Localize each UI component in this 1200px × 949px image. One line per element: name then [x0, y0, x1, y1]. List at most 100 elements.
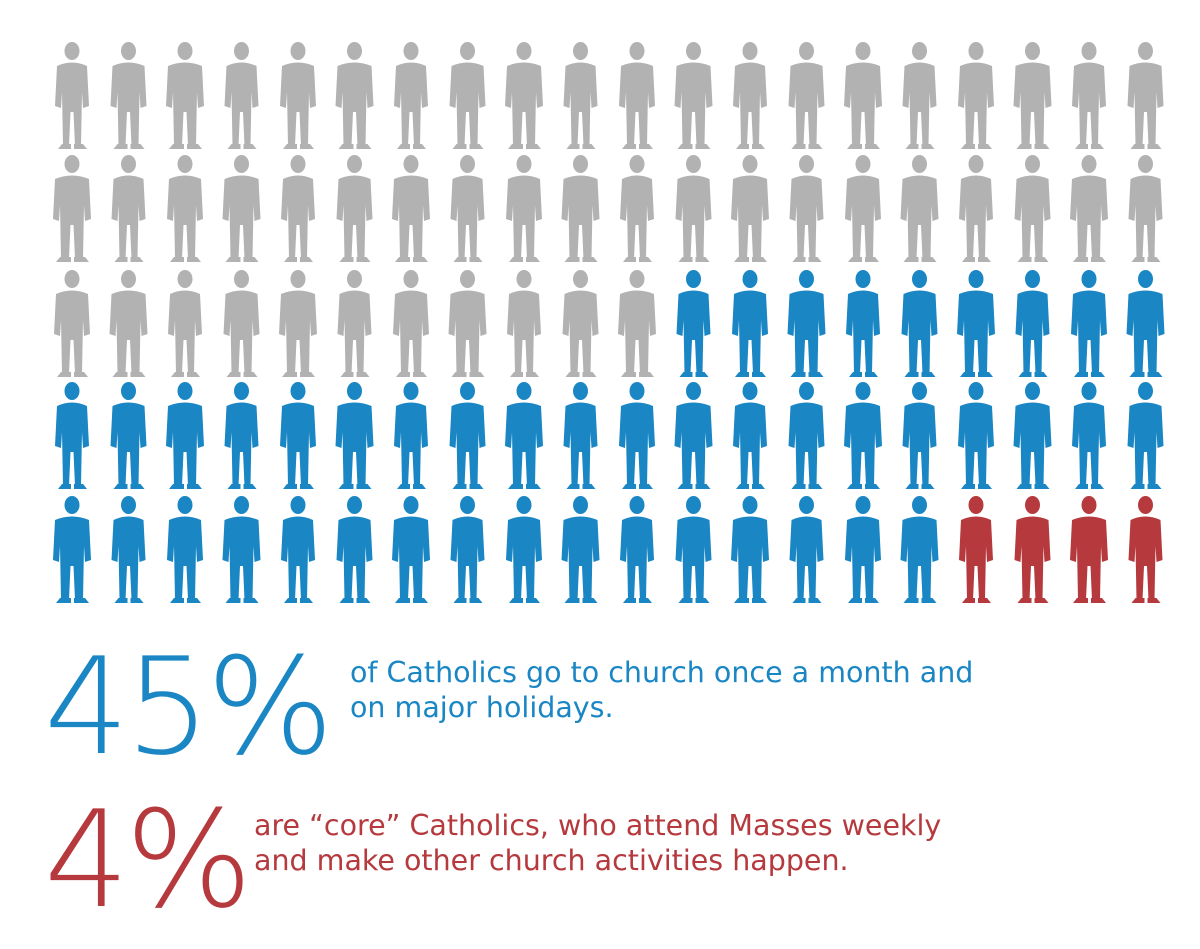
person-icon	[1070, 155, 1108, 262]
person-icon	[167, 496, 203, 603]
person-icon	[675, 496, 712, 603]
person-icon	[168, 270, 202, 377]
person-icon	[674, 382, 713, 489]
person-icon	[280, 42, 316, 149]
person-icon	[1015, 270, 1050, 377]
person-icon	[1127, 42, 1164, 149]
person-icon	[846, 270, 880, 377]
person-icon	[1128, 496, 1163, 603]
person-icon	[1014, 496, 1051, 603]
person-icon	[1072, 42, 1106, 149]
person-icon	[619, 382, 655, 489]
person-icon	[167, 155, 203, 262]
person-icon	[674, 42, 713, 149]
person-icon	[450, 496, 485, 603]
person-icon	[281, 496, 315, 603]
person-icon	[53, 155, 91, 262]
person-icon	[224, 42, 259, 149]
person-icon	[620, 155, 654, 262]
person-icon	[562, 270, 599, 377]
person-icon	[561, 496, 600, 603]
person-icon	[732, 270, 768, 377]
person-icon	[166, 42, 204, 149]
stat-core-value: 4%	[44, 782, 253, 938]
person-icon	[561, 155, 600, 262]
person-icon	[335, 382, 374, 489]
person-icon	[788, 382, 825, 489]
person-icon	[1126, 270, 1165, 377]
person-icon	[280, 382, 316, 489]
person-icon	[959, 155, 993, 262]
person-icon	[279, 270, 317, 377]
person-icon	[844, 382, 882, 489]
person-icon	[55, 382, 89, 489]
person-icon	[957, 270, 995, 377]
person-icon	[789, 496, 824, 603]
person-icon	[281, 155, 315, 262]
stat-core-caption-line-2: and make other church activities happen.	[254, 843, 849, 877]
person-icon	[392, 155, 430, 262]
person-icon	[449, 382, 486, 489]
stat-core-caption-line-1: are “core” Catholics, who attend Masses …	[254, 809, 942, 842]
person-icon	[900, 155, 939, 262]
person-icon	[110, 42, 147, 149]
person-icon	[563, 42, 598, 149]
person-icon	[1072, 382, 1106, 489]
stat-monthly-caption-line-1: of Catholics go to church once a month a…	[350, 656, 974, 689]
person-icon	[448, 270, 487, 377]
person-icon	[959, 496, 993, 603]
person-icon	[336, 155, 373, 262]
person-icon	[676, 270, 711, 377]
stat-monthly-caption-line-2: on major holidays.	[350, 690, 614, 724]
person-icon	[1071, 270, 1107, 377]
person-icon	[109, 270, 148, 377]
person-icon	[335, 42, 374, 149]
person-icon	[336, 496, 373, 603]
person-icon	[507, 270, 541, 377]
person-icon	[337, 270, 372, 377]
person-icon	[54, 270, 90, 377]
person-icon	[393, 270, 429, 377]
person-icon	[902, 382, 937, 489]
person-icon	[1127, 382, 1164, 489]
stat-monthly-value: 45%	[44, 629, 334, 785]
person-icon	[224, 382, 259, 489]
person-icon	[392, 496, 430, 603]
person-icon	[618, 270, 656, 377]
person-icon	[223, 270, 260, 377]
person-icon	[733, 382, 767, 489]
person-icon	[111, 496, 146, 603]
person-icon	[222, 496, 261, 603]
person-icon	[902, 42, 937, 149]
person-icon	[788, 42, 825, 149]
person-icon	[505, 42, 543, 149]
person-icon	[222, 155, 261, 262]
person-icon	[845, 496, 881, 603]
people-pictogram	[53, 42, 1165, 603]
person-icon	[505, 382, 543, 489]
person-icon	[506, 155, 542, 262]
person-icon	[1128, 155, 1163, 262]
person-icon	[619, 42, 655, 149]
person-icon	[394, 42, 428, 149]
person-icon	[789, 155, 824, 262]
person-icon	[620, 496, 654, 603]
person-icon	[958, 42, 994, 149]
person-icon	[1070, 496, 1108, 603]
person-icon	[844, 42, 882, 149]
person-icon	[394, 382, 428, 489]
person-icon	[845, 155, 881, 262]
person-icon	[731, 155, 769, 262]
person-icon	[1013, 382, 1052, 489]
person-icon	[901, 270, 938, 377]
person-icon	[166, 382, 204, 489]
person-icon	[1013, 42, 1052, 149]
person-icon	[55, 42, 89, 149]
person-icon	[563, 382, 598, 489]
person-icon	[787, 270, 826, 377]
person-icon	[733, 42, 767, 149]
person-icon	[675, 155, 712, 262]
person-icon	[111, 155, 146, 262]
person-icon	[506, 496, 542, 603]
person-icon	[450, 155, 485, 262]
